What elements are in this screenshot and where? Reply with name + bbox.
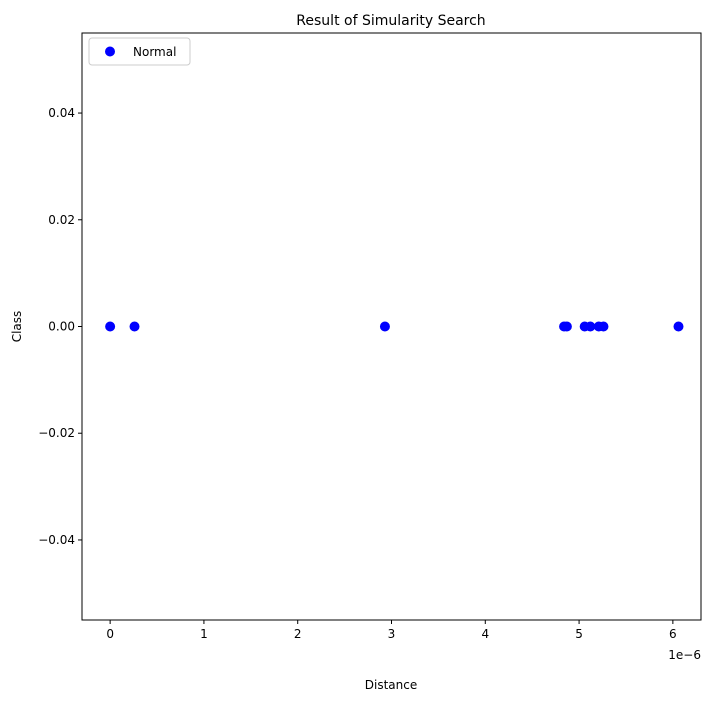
x-tick-label: 4 — [481, 627, 489, 641]
x-offset-label: 1e−6 — [668, 648, 701, 662]
x-tick-label: 5 — [575, 627, 583, 641]
legend: Normal — [88, 37, 191, 66]
x-tick-label: 3 — [388, 627, 396, 641]
data-point — [379, 321, 390, 332]
legend-entry-normal: Normal — [133, 45, 176, 59]
data-point — [105, 321, 116, 332]
data-point — [561, 321, 572, 332]
data-point — [598, 321, 609, 332]
data-point — [585, 321, 596, 332]
legend-box — [88, 37, 191, 66]
y-tick-label: 0.02 — [48, 213, 75, 227]
data-point — [673, 321, 684, 332]
y-tick-label: 0.04 — [48, 106, 75, 120]
data-points — [105, 321, 684, 332]
y-tick-label: −0.02 — [38, 426, 75, 440]
x-axis-label: Distance — [365, 678, 417, 692]
x-tick-label: 1 — [200, 627, 208, 641]
y-tick-label: 0.00 — [48, 320, 75, 334]
data-point — [129, 321, 140, 332]
y-axis-label: Class — [10, 311, 24, 343]
x-axis: 0 1 2 3 4 5 6 — [106, 620, 677, 641]
x-tick-label: 0 — [106, 627, 114, 641]
y-axis: 0.04 0.02 0.00 −0.02 −0.04 — [38, 106, 82, 547]
legend-marker — [105, 46, 115, 57]
y-tick-label: −0.04 — [38, 533, 75, 547]
x-tick-label: 6 — [669, 627, 677, 641]
x-tick-label: 2 — [294, 627, 302, 641]
chart-title: Result of Simularity Search — [296, 13, 485, 29]
